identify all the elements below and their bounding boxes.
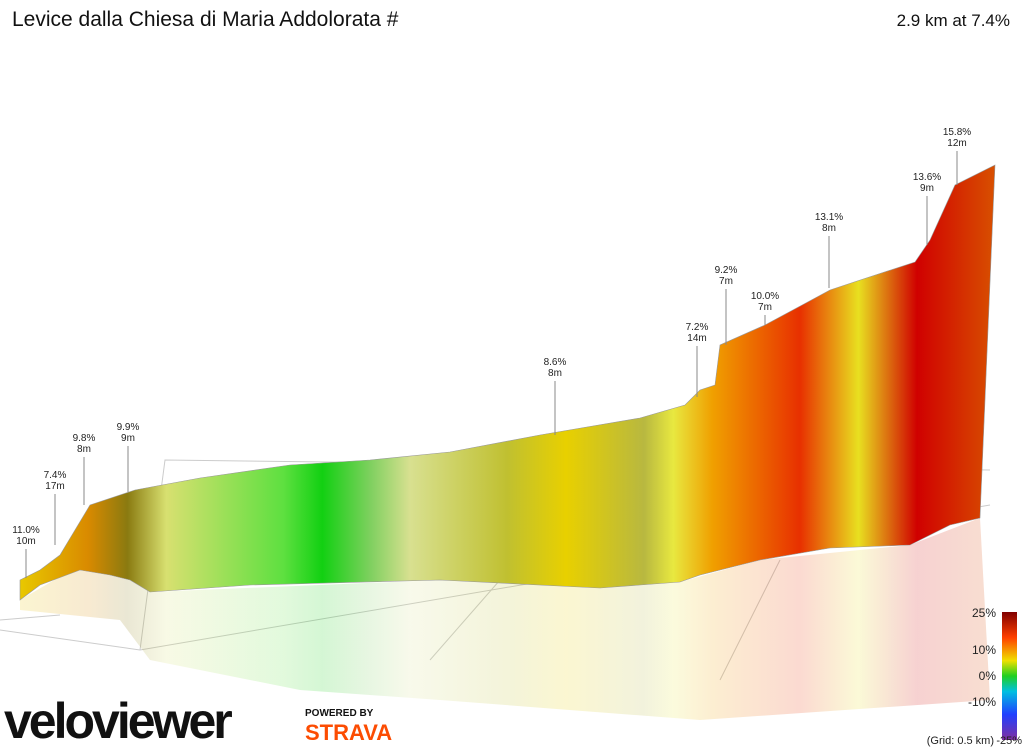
grade-label: 8.6% [544,357,567,368]
scale-label: -25% [996,735,1022,747]
grade-label: 15.8% [943,127,971,138]
length-label: 9m [121,433,135,444]
length-label: 12m [947,138,966,149]
strava: STRAVA [305,720,392,745]
scale-label: 0% [979,669,997,683]
annotations: 11.0%10m7.4%17m9.8%8m9.9%9m8.6%8m7.2%14m… [12,127,971,578]
scale-label: 25% [972,606,996,620]
length-label: 10m [16,536,35,547]
color-scale [1002,612,1017,740]
scale-label: 10% [972,643,996,657]
length-label: 9m [920,183,934,194]
length-label: 8m [822,223,836,234]
length-label: 7m [719,276,733,287]
elevation-ribbon [19,164,996,601]
powered-by: POWERED BY [305,708,374,719]
scale-label: -10% [968,695,996,709]
length-label: 8m [77,444,91,455]
length-label: 7m [758,302,772,313]
length-label: 17m [45,481,64,492]
grid-note: (Grid: 0.5 km) [927,735,994,747]
grade-label: 10.0% [751,291,779,302]
grade-label: 13.1% [815,212,843,223]
grade-label: 11.0% [12,525,40,536]
grade-label: 9.9% [117,422,140,433]
grade-label: 9.8% [73,433,96,444]
grade-label: 7.4% [44,470,67,481]
length-label: 8m [548,368,562,379]
logo: veloviewer [4,693,232,749]
grade-label: 7.2% [686,322,709,333]
length-label: 14m [687,333,706,344]
reflection [20,518,990,720]
summary: 2.9 km at 7.4% [897,11,1010,30]
legend: 25% 10% 0% -10% -25% [968,606,1022,747]
title: Levice dalla Chiesa di Maria Addolorata … [12,8,399,31]
grade-label: 9.2% [715,265,738,276]
grade-label: 13.6% [913,172,941,183]
